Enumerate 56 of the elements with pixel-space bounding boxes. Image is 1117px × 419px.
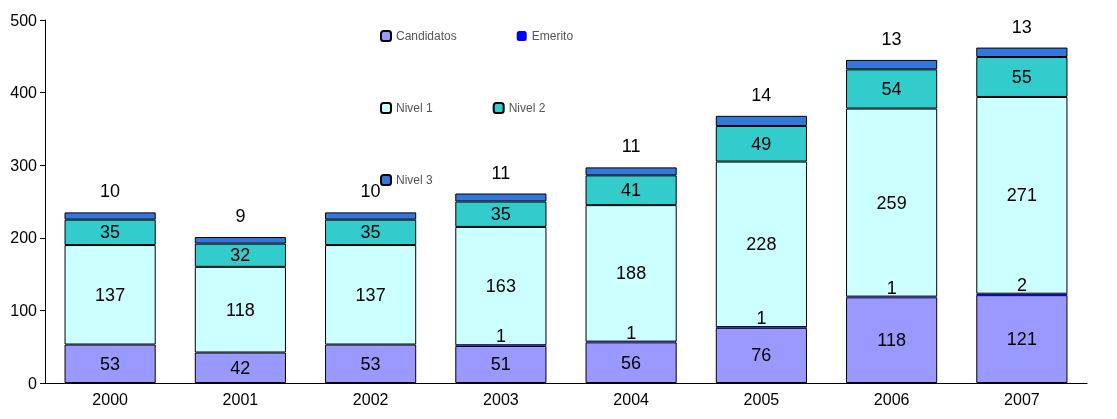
legend-label: Nivel 1 bbox=[396, 101, 434, 115]
data-label: 118 bbox=[226, 299, 255, 320]
data-label: 10 bbox=[360, 181, 381, 202]
legend-label: Candidatos bbox=[396, 29, 457, 43]
data-label: 10 bbox=[100, 181, 121, 202]
data-label: 76 bbox=[751, 345, 772, 366]
data-label: 35 bbox=[490, 204, 511, 225]
data-label: 13 bbox=[1011, 16, 1032, 37]
x-tick-label: 2001 bbox=[222, 390, 259, 408]
data-label: 121 bbox=[1006, 329, 1037, 350]
data-label: 11 bbox=[621, 136, 641, 157]
x-tick-label: 2003 bbox=[483, 390, 519, 408]
y-tick-label: 200 bbox=[10, 229, 38, 247]
data-label: 32 bbox=[230, 245, 251, 266]
data-label: 35 bbox=[360, 222, 381, 243]
data-label: 53 bbox=[360, 353, 381, 374]
data-label: 55 bbox=[1011, 66, 1032, 87]
x-tick-label: 2007 bbox=[1004, 390, 1040, 408]
data-label: 41 bbox=[621, 180, 642, 201]
data-label: 1 bbox=[886, 277, 897, 298]
data-label: 271 bbox=[1006, 185, 1037, 206]
x-tick-label: 2005 bbox=[743, 390, 780, 408]
data-label: 56 bbox=[621, 352, 642, 373]
data-label: 137 bbox=[95, 284, 126, 305]
y-tick-label: 500 bbox=[10, 11, 38, 29]
data-label: 188 bbox=[616, 263, 647, 284]
data-label: 42 bbox=[230, 357, 251, 378]
legend-label: Nivel 3 bbox=[396, 173, 434, 187]
y-tick-label: 400 bbox=[10, 84, 38, 102]
data-label: 1 bbox=[626, 322, 637, 343]
x-tick-label: 2000 bbox=[92, 390, 129, 408]
data-label: 13 bbox=[881, 28, 902, 49]
data-label: 118 bbox=[877, 330, 906, 351]
x-tick-label: 2006 bbox=[873, 390, 910, 408]
y-tick-label: 0 bbox=[28, 374, 38, 392]
data-label: 49 bbox=[751, 133, 772, 154]
data-label: 259 bbox=[876, 192, 907, 213]
x-tick-label: 2004 bbox=[613, 390, 650, 408]
data-label: 1 bbox=[756, 308, 767, 329]
data-label: 137 bbox=[355, 284, 386, 305]
data-label: 14 bbox=[751, 84, 772, 105]
data-label: 54 bbox=[881, 78, 902, 99]
x-tick-label: 2002 bbox=[352, 390, 389, 408]
legend-label: Nivel 2 bbox=[508, 101, 546, 115]
y-tick-label: 300 bbox=[10, 156, 38, 174]
data-label: 163 bbox=[485, 276, 516, 297]
data-label: 11 bbox=[491, 162, 511, 183]
data-label: 35 bbox=[100, 222, 121, 243]
data-label: 51 bbox=[490, 354, 511, 375]
data-label: 2 bbox=[1016, 274, 1027, 295]
data-label: 53 bbox=[100, 353, 121, 374]
data-label: 228 bbox=[746, 234, 777, 255]
legend-label: Emerito bbox=[531, 29, 574, 43]
y-tick-label: 100 bbox=[10, 301, 38, 319]
data-label: 1 bbox=[495, 326, 506, 347]
data-label: 9 bbox=[235, 206, 246, 227]
